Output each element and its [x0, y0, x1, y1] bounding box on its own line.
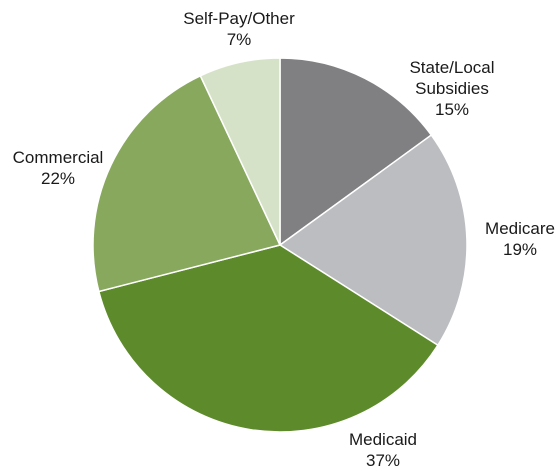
pie-slice-5	[199, 57, 281, 246]
slice-category-label: Medicaid	[349, 430, 417, 449]
slice-value-label: 37%	[366, 451, 400, 470]
slice-value-label: 19%	[503, 240, 537, 259]
slice-value-label: 22%	[41, 169, 75, 188]
pie-slice-2	[278, 134, 468, 347]
pie-labels: State/Local Subsidies 15%Medicare 19%Medica…	[13, 9, 555, 470]
slice-category-label: Medicare	[485, 219, 555, 238]
slice-category-label: State/Local	[409, 58, 494, 77]
slice-label-1: State/Local Subsidies 15%	[409, 58, 494, 119]
pie-slice-4	[92, 74, 282, 293]
slice-label-5: Self-Pay/Other 7%	[183, 9, 295, 49]
slice-label-3: Medicaid 37%	[349, 430, 417, 470]
pie-slices	[92, 57, 468, 433]
pie-slice-1	[279, 57, 433, 247]
slice-category-label: Subsidies	[415, 79, 489, 98]
pie-slice-3	[97, 244, 439, 433]
slice-category-label: Self-Pay/Other	[183, 9, 295, 28]
slice-value-label: 7%	[227, 30, 252, 49]
slice-category-label: Commercial	[13, 148, 104, 167]
slice-label-2: Medicare 19%	[485, 219, 555, 259]
slice-label-4: Commercial 22%	[13, 148, 104, 188]
slice-value-label: 15%	[435, 100, 469, 119]
